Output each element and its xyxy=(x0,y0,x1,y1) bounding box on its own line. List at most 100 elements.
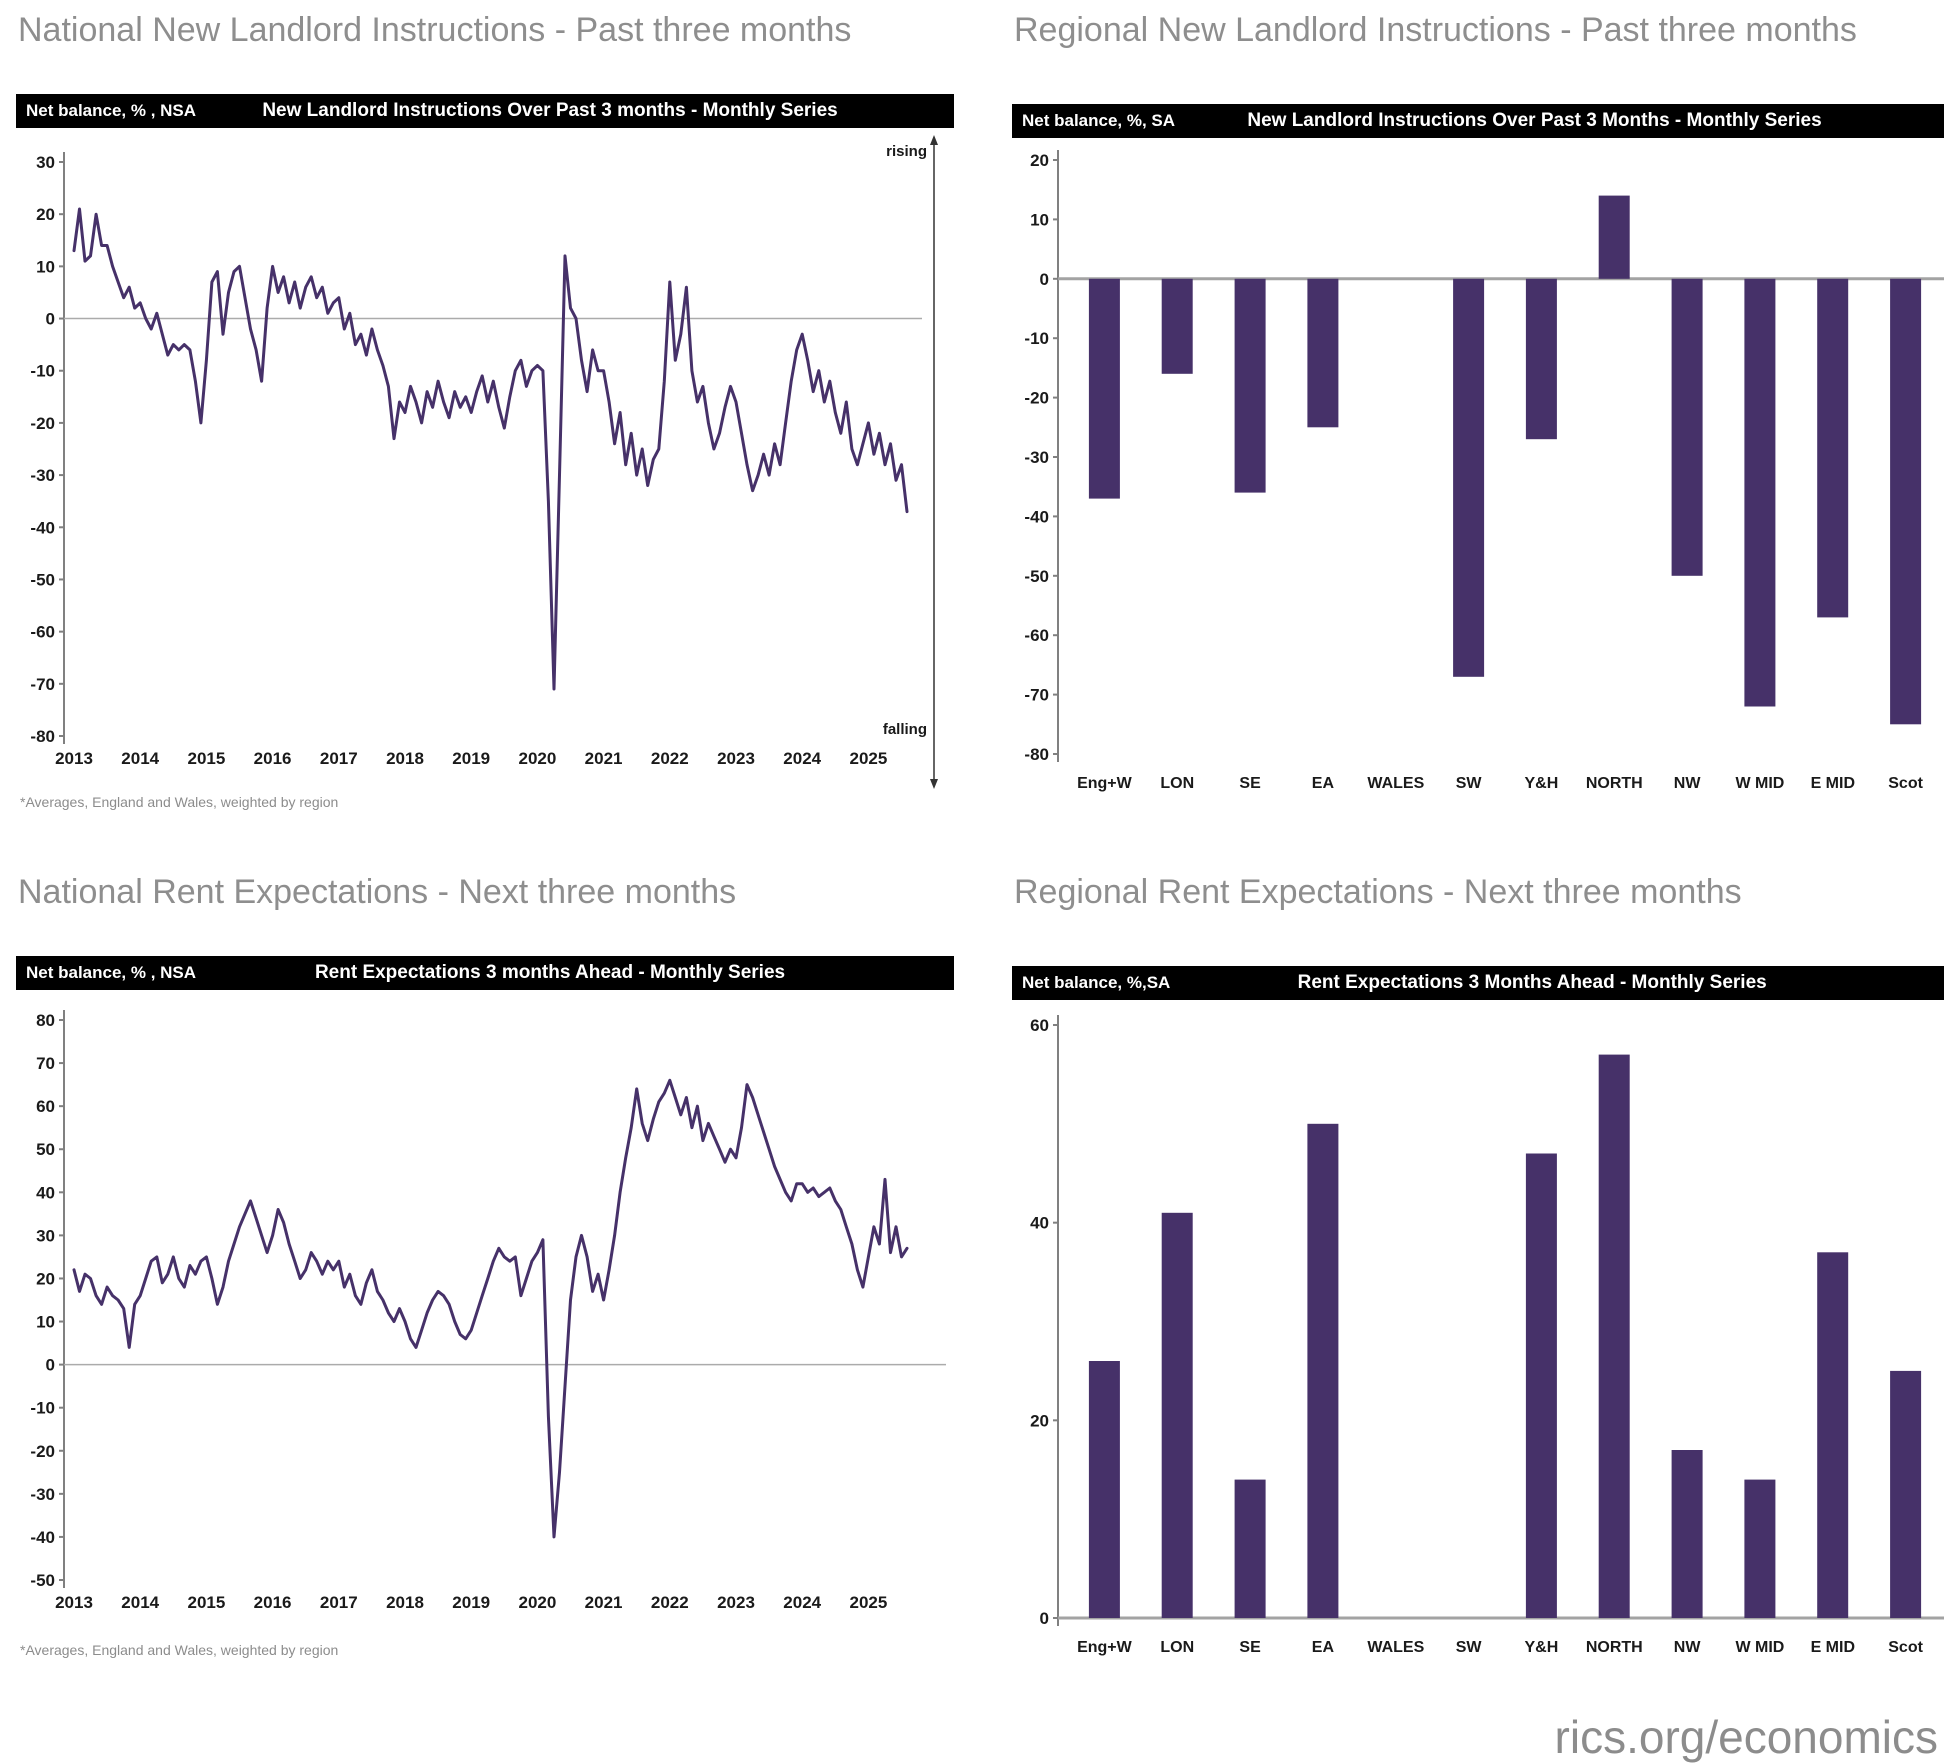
svg-text:Eng+W: Eng+W xyxy=(1077,1639,1133,1656)
svg-text:-20: -20 xyxy=(30,414,55,433)
chart-footnote: *Averages, England and Wales, weighted b… xyxy=(20,1642,339,1658)
svg-text:NW: NW xyxy=(1674,1639,1702,1656)
svg-text:0: 0 xyxy=(46,1356,55,1375)
svg-text:2019: 2019 xyxy=(452,749,490,768)
axis-units-label: Net balance, % , NSA xyxy=(26,101,197,120)
svg-text:-80: -80 xyxy=(1024,745,1049,764)
left-column: National New Landlord Instructions - Pas… xyxy=(16,6,954,1764)
chart-title: Rent Expectations 3 months Ahead - Month… xyxy=(314,962,786,983)
svg-text:SE: SE xyxy=(1239,775,1261,792)
svg-text:70: 70 xyxy=(36,1054,55,1073)
svg-text:-40: -40 xyxy=(1024,507,1049,526)
svg-text:20: 20 xyxy=(36,1269,55,1288)
svg-text:2021: 2021 xyxy=(585,749,623,768)
svg-text:30: 30 xyxy=(36,153,55,172)
svg-text:2022: 2022 xyxy=(651,1593,689,1612)
svg-text:-80: -80 xyxy=(30,727,55,746)
svg-text:WALES: WALES xyxy=(1367,1639,1424,1656)
svg-text:-30: -30 xyxy=(30,1485,55,1504)
spacer xyxy=(16,52,954,94)
page-title: National Rent Expectations - Next three … xyxy=(18,873,737,911)
spacer xyxy=(16,914,954,956)
svg-text:-20: -20 xyxy=(1024,389,1049,408)
svg-text:-30: -30 xyxy=(30,466,55,485)
svg-text:2016: 2016 xyxy=(254,1593,292,1612)
svg-text:2023: 2023 xyxy=(717,749,755,768)
svg-text:2022: 2022 xyxy=(651,749,689,768)
svg-text:2021: 2021 xyxy=(585,1593,623,1612)
svg-text:60: 60 xyxy=(36,1097,55,1116)
chart-header-bar: Net balance, %,SA Rent Expectations 3 Mo… xyxy=(1012,966,1944,1000)
svg-text:Scot: Scot xyxy=(1888,1639,1923,1656)
chart-title: New Landlord Instructions Over Past 3 Mo… xyxy=(1247,110,1822,131)
svg-text:NORTH: NORTH xyxy=(1586,775,1643,792)
svg-text:20: 20 xyxy=(1030,1411,1049,1430)
chart-footnote: *Averages, England and Wales, weighted b… xyxy=(20,794,339,810)
page-title: National New Landlord Instructions - Pas… xyxy=(18,11,852,49)
svg-text:E MID: E MID xyxy=(1811,1639,1855,1656)
svg-text:2017: 2017 xyxy=(320,749,358,768)
svg-text:Y&H: Y&H xyxy=(1525,775,1559,792)
svg-text:-10: -10 xyxy=(30,362,55,381)
svg-text:-40: -40 xyxy=(30,1528,55,1547)
spacer xyxy=(1012,52,1944,104)
rics-economics-link: rics.org/economics xyxy=(1554,1711,1938,1763)
svg-text:2013: 2013 xyxy=(55,1593,93,1612)
svg-text:40: 40 xyxy=(1030,1214,1049,1233)
svg-text:EA: EA xyxy=(1312,1639,1335,1656)
svg-text:W MID: W MID xyxy=(1735,775,1784,792)
axis-units-label: Net balance, %,SA xyxy=(1022,973,1171,992)
svg-text:0: 0 xyxy=(1040,270,1049,289)
svg-text:60: 60 xyxy=(1030,1016,1049,1035)
svg-text:30: 30 xyxy=(36,1226,55,1245)
svg-text:-70: -70 xyxy=(1024,686,1049,705)
svg-text:Scot: Scot xyxy=(1888,775,1923,792)
svg-text:10: 10 xyxy=(36,257,55,276)
svg-text:-50: -50 xyxy=(1024,567,1049,586)
svg-text:2020: 2020 xyxy=(518,749,556,768)
svg-text:LON: LON xyxy=(1160,1639,1194,1656)
svg-text:-30: -30 xyxy=(1024,448,1049,467)
svg-text:2014: 2014 xyxy=(121,1593,159,1612)
svg-text:10: 10 xyxy=(1030,210,1049,229)
panel-national-landlord-instructions: National New Landlord Instructions - Pas… xyxy=(16,6,954,868)
svg-text:LON: LON xyxy=(1160,775,1194,792)
page-title: Regional Rent Expectations - Next three … xyxy=(1014,873,1742,911)
svg-text:2015: 2015 xyxy=(187,749,225,768)
svg-text:2014: 2014 xyxy=(121,749,159,768)
chart-header-bar: Net balance, %, SA New Landlord Instruct… xyxy=(1012,104,1944,138)
chart-header-bar: Net balance, % , NSA Rent Expectations 3… xyxy=(16,956,954,990)
svg-text:20: 20 xyxy=(1030,151,1049,170)
svg-text:2020: 2020 xyxy=(518,1593,556,1612)
svg-text:EA: EA xyxy=(1312,775,1335,792)
svg-text:NW: NW xyxy=(1674,775,1702,792)
svg-text:20: 20 xyxy=(36,205,55,224)
panel-regional-rent-expectations: Regional Rent Expectations - Next three … xyxy=(1012,868,1944,1764)
svg-text:SW: SW xyxy=(1456,1639,1483,1656)
panel-national-rent-expectations: National Rent Expectations - Next three … xyxy=(16,868,954,1658)
axis-units-label: Net balance, % , NSA xyxy=(26,963,197,982)
chart-header-bar: Net balance, % , NSA New Landlord Instru… xyxy=(16,94,954,128)
spacer xyxy=(1012,914,1944,966)
svg-text:SE: SE xyxy=(1239,1639,1261,1656)
svg-text:2025: 2025 xyxy=(849,749,887,768)
svg-text:-40: -40 xyxy=(30,518,55,537)
svg-text:WALES: WALES xyxy=(1367,775,1424,792)
svg-text:0: 0 xyxy=(1040,1609,1049,1628)
svg-text:Y&H: Y&H xyxy=(1525,1639,1559,1656)
page-title: Regional New Landlord Instructions - Pas… xyxy=(1014,11,1857,49)
svg-text:80: 80 xyxy=(36,1011,55,1030)
axis-units-label: Net balance, %, SA xyxy=(1022,111,1176,130)
svg-text:-50: -50 xyxy=(30,1571,55,1590)
chart-title: New Landlord Instructions Over Past 3 mo… xyxy=(262,100,838,121)
svg-text:SW: SW xyxy=(1456,775,1483,792)
svg-text:2017: 2017 xyxy=(320,1593,358,1612)
svg-text:2025: 2025 xyxy=(849,1593,887,1612)
regional-rent-bar-chart: 60 40 20 0 Eng+W LON SE EA WALES SW Y&H NORTH NW W MI… xyxy=(1030,1015,1944,1656)
svg-text:2013: 2013 xyxy=(55,749,93,768)
svg-text:2015: 2015 xyxy=(187,1593,225,1612)
svg-text:10: 10 xyxy=(36,1313,55,1332)
svg-text:rising: rising xyxy=(886,143,927,160)
